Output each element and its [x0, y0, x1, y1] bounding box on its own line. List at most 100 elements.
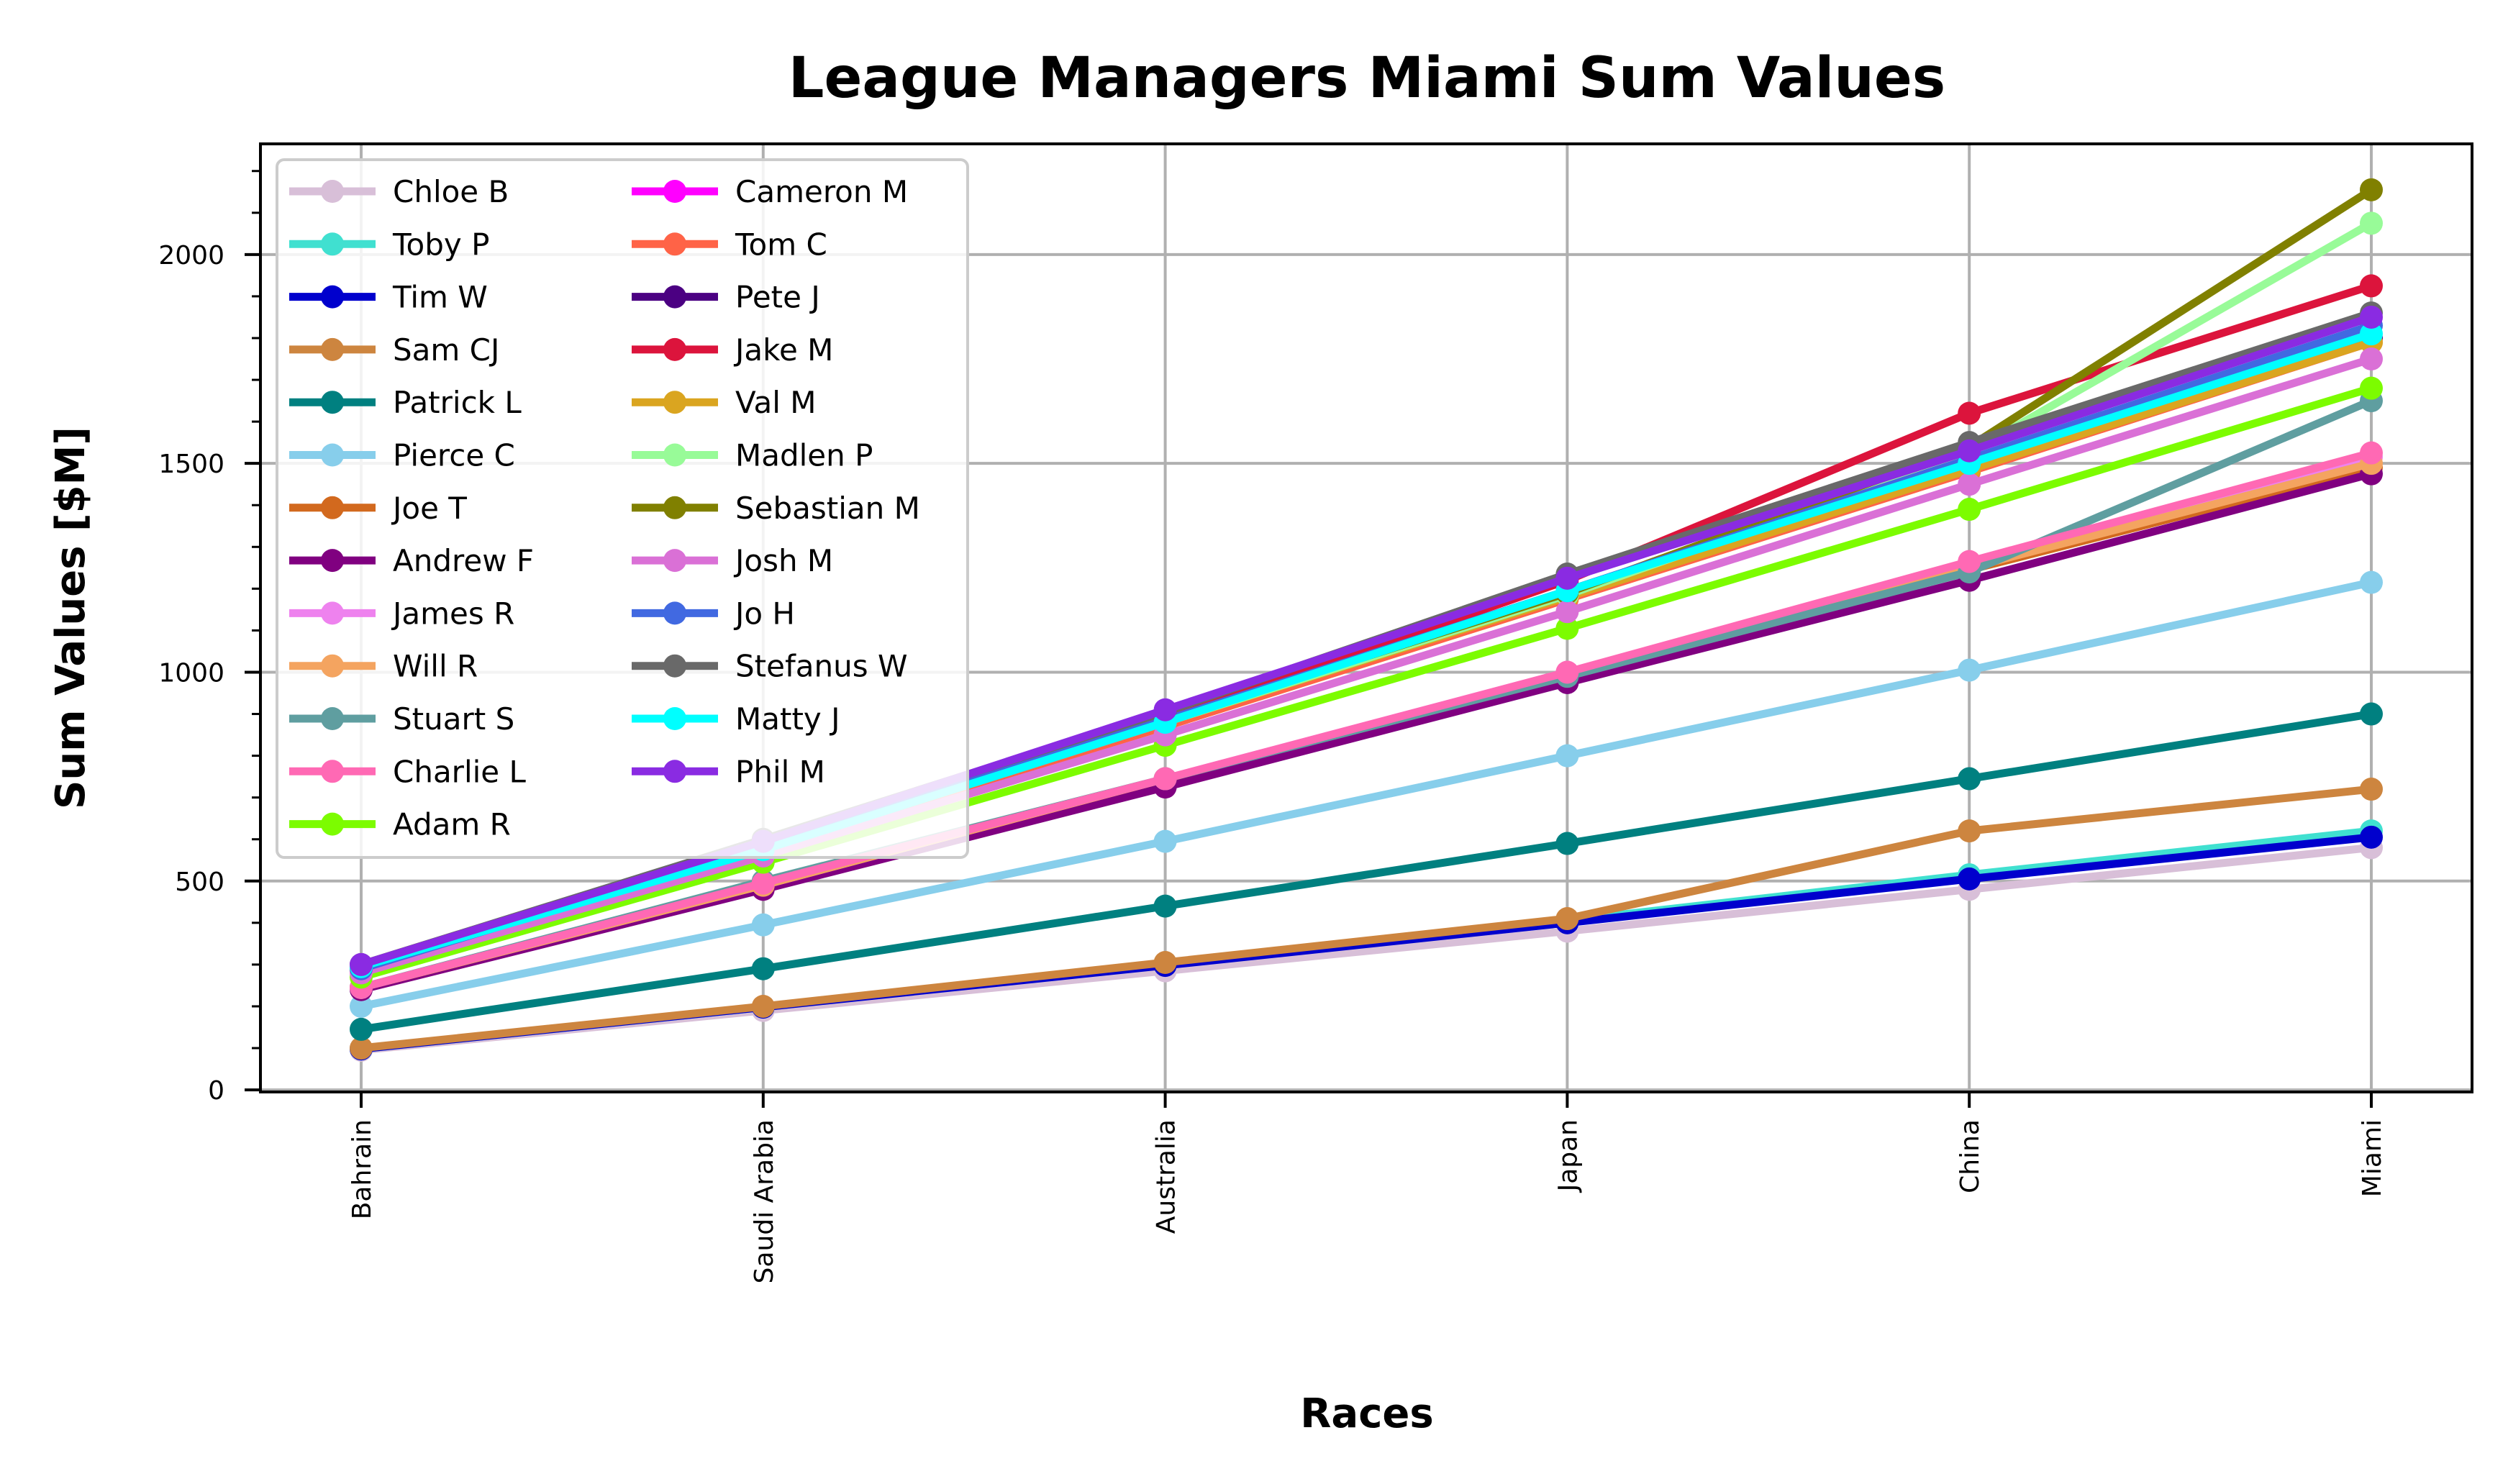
legend-swatch-marker: [321, 337, 344, 361]
legend-item: Patrick L: [289, 385, 522, 420]
legend-item: Matty J: [632, 701, 840, 737]
y-tick-label: 1500: [158, 450, 224, 479]
data-point: [350, 994, 373, 1018]
legend: Chloe B Toby P Tim W Sam CJ Patrick L Pierce …: [276, 158, 969, 859]
series-line: [360, 710, 2372, 1034]
legend-item: Sam CJ: [289, 332, 499, 368]
x-tick-label: Australia: [1152, 1119, 1181, 1234]
x-tick-label: Japan: [1553, 1119, 1583, 1193]
legend-label: Tim W: [392, 280, 488, 315]
series-line: [360, 355, 2373, 977]
x-tick-label: Miami: [2358, 1119, 2387, 1197]
legend-label: Sebastian M: [735, 491, 920, 526]
legend-label: Cameron M: [735, 174, 908, 209]
data-point: [350, 952, 373, 976]
y-tick-label: 2000: [158, 241, 224, 270]
legend-swatch-marker: [321, 496, 344, 519]
data-point: [2360, 274, 2383, 298]
legend-swatch-marker: [663, 337, 686, 361]
legend-item: Pierce C: [289, 438, 515, 473]
legend-swatch-marker: [321, 443, 344, 467]
legend-label: Patrick L: [393, 385, 522, 420]
legend-swatch-marker: [663, 760, 686, 783]
data-point: [1153, 894, 1177, 918]
legend-label: Adam R: [393, 807, 511, 842]
legend-label: Will R: [393, 649, 478, 684]
data-point: [2360, 825, 2383, 849]
data-point: [1958, 819, 1981, 843]
legend-label: Jake M: [733, 332, 833, 368]
chart-title: League Managers Miami Sum Values: [789, 46, 1945, 111]
legend-item: Will R: [289, 649, 478, 684]
series-line: [360, 449, 2373, 992]
legend-swatch-marker: [321, 654, 344, 678]
data-point: [1555, 907, 1579, 931]
legend-label: Stuart S: [393, 701, 514, 737]
data-point: [350, 1017, 373, 1041]
series-line: [360, 313, 2373, 969]
data-point: [350, 1037, 373, 1060]
axes: Bahrain Saudi Arabia Australia Japan China Mi…: [158, 170, 2387, 1283]
legend-item: Cameron M: [632, 174, 908, 209]
data-point: [2360, 322, 2383, 346]
x-tick-label: China: [1955, 1119, 1985, 1193]
legend-item: Stefanus W: [632, 649, 908, 684]
series-group: [350, 570, 2383, 1018]
data-point: [1153, 698, 1177, 721]
legend-swatch-marker: [321, 285, 344, 309]
legend-item: Tom C: [632, 227, 827, 262]
data-point: [1958, 473, 1981, 496]
data-point: [1958, 658, 1981, 682]
legend-item: Madlen P: [632, 438, 873, 473]
legend-label: Jo H: [733, 596, 795, 631]
data-point: [2360, 441, 2383, 465]
legend-swatch-marker: [663, 654, 686, 678]
data-point: [1555, 660, 1579, 684]
data-point: [2360, 702, 2383, 726]
legend-label: Toby P: [392, 227, 489, 262]
series-line: [360, 785, 2372, 1052]
legend-swatch-marker: [663, 180, 686, 203]
data-point: [751, 871, 775, 895]
series-line: [360, 329, 2373, 971]
data-point: [1958, 767, 1981, 791]
series-lines: [350, 178, 2383, 1062]
legend-item: Josh M: [632, 543, 833, 578]
legend-label: Matty J: [735, 701, 840, 737]
legend-label: Sam CJ: [393, 332, 499, 368]
x-axis-label: Races: [1300, 1390, 1433, 1437]
x-tick-label: Saudi Arabia: [750, 1119, 779, 1283]
legend-label: Phil M: [735, 754, 825, 789]
legend-item: Joe T: [289, 491, 467, 526]
data-point: [1958, 439, 1981, 463]
legend-swatch-marker: [321, 707, 344, 730]
series-line: [360, 384, 2373, 981]
data-point: [1555, 744, 1579, 768]
data-point: [1958, 498, 1981, 522]
data-point: [2360, 178, 2383, 201]
series-group: [350, 778, 2383, 1060]
legend-swatch-marker: [663, 707, 686, 730]
data-point: [1958, 401, 1981, 425]
legend-swatch-marker: [663, 285, 686, 309]
legend-swatch-marker: [663, 549, 686, 573]
legend-swatch-marker: [321, 549, 344, 573]
legend-swatch-marker: [663, 496, 686, 519]
data-point: [2360, 376, 2383, 400]
data-point: [751, 913, 775, 937]
legend-swatch-marker: [321, 180, 344, 203]
data-point: [751, 957, 775, 980]
legend-item: Jo H: [632, 596, 795, 631]
legend-swatch-marker: [663, 232, 686, 256]
data-point: [1555, 616, 1579, 640]
legend-item: Chloe B: [289, 174, 509, 209]
legend-box: [276, 158, 969, 859]
series-line: [360, 578, 2373, 1011]
legend-label: James R: [391, 596, 514, 631]
data-point: [1153, 829, 1177, 853]
data-point: [2360, 211, 2383, 235]
legend-item: Toby P: [289, 227, 489, 262]
legend-label: Charlie L: [393, 754, 526, 789]
x-tick-label: Bahrain: [347, 1119, 377, 1219]
